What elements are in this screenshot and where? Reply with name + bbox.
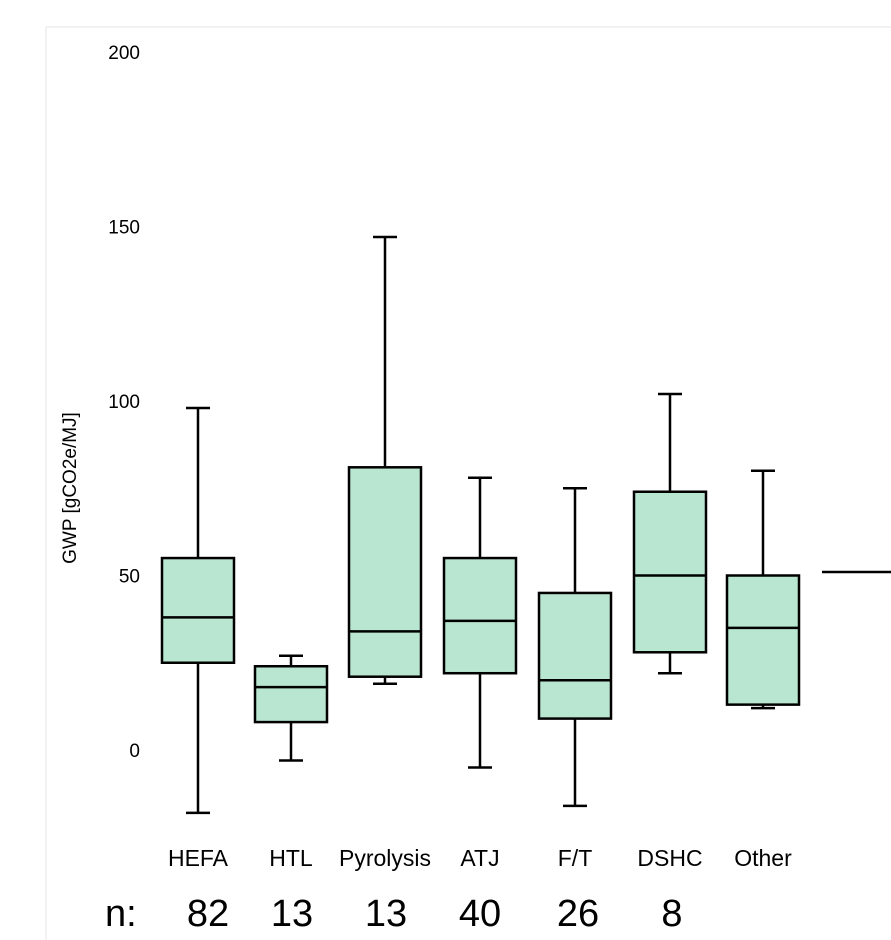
- sample-size-value: 40: [459, 893, 501, 935]
- y-tick-label: 200: [108, 43, 140, 64]
- y-tick-label: 150: [108, 218, 140, 239]
- box-dshc: [632, 392, 708, 675]
- sample-size-value: 13: [365, 893, 407, 935]
- sample-size-value: 82: [187, 893, 229, 935]
- category-labels: HEFA HTL Pyrolysis ATJ F/T DSHC Other: [168, 845, 792, 871]
- category-label: Pyrolysis: [339, 845, 431, 871]
- sample-size-value: 8: [661, 893, 682, 935]
- iqr-box: [537, 591, 613, 720]
- box-htl: [253, 654, 329, 762]
- sample-size-row: n: 82 13 13 40 26 8: [105, 893, 683, 935]
- sample-size-value: 26: [557, 893, 599, 935]
- category-label: ATJ: [460, 845, 499, 871]
- iqr-box: [347, 466, 423, 678]
- iqr-box: [725, 574, 801, 706]
- y-tick-label: 100: [108, 392, 140, 413]
- box-atj: [442, 476, 518, 769]
- box-other: [725, 469, 801, 710]
- category-label: F/T: [558, 845, 593, 871]
- sample-size-value: 13: [271, 893, 313, 935]
- y-tick-label: 0: [129, 741, 140, 762]
- box-series: [160, 235, 801, 815]
- y-tick-label: 50: [119, 567, 140, 588]
- category-label: DSHC: [637, 845, 702, 871]
- plot-frame: [45, 26, 891, 940]
- category-label: HTL: [269, 845, 313, 871]
- box-f-t: [537, 487, 613, 808]
- iqr-box: [442, 556, 518, 675]
- iqr-box: [160, 556, 236, 664]
- category-label: HEFA: [168, 845, 229, 871]
- y-axis-label: GWP [gCO2e/MJ]: [60, 412, 81, 564]
- category-label: Other: [734, 845, 792, 871]
- box-pyrolysis: [347, 235, 423, 685]
- n-prefix-label: n:: [105, 893, 137, 935]
- y-axis-ticks: 0 50 100 150 200: [108, 43, 140, 762]
- box-hefa: [160, 406, 236, 815]
- iqr-box: [253, 664, 329, 724]
- iqr-box: [632, 490, 708, 654]
